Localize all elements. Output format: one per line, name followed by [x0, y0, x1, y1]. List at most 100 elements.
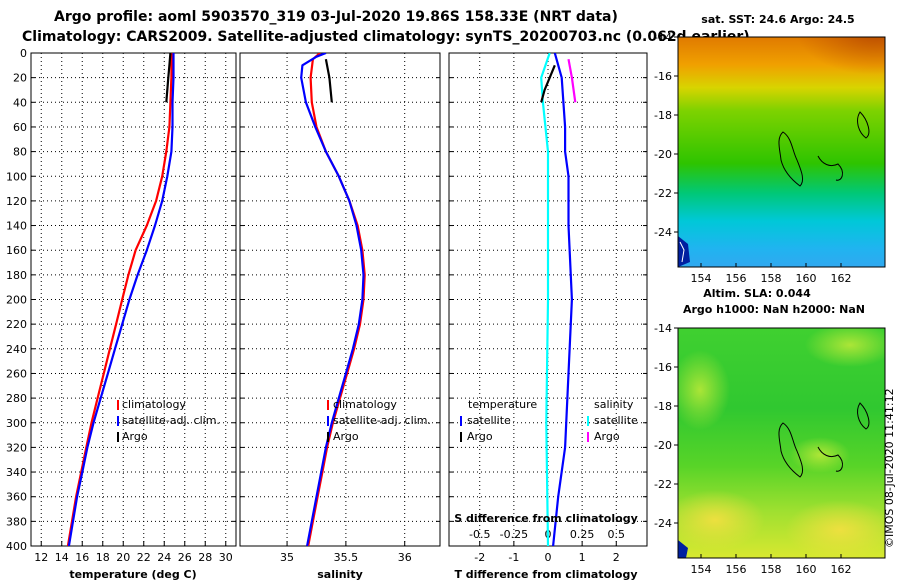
map-y-tick-label: -14 [654, 31, 672, 44]
x-tick-label: 14 [55, 551, 69, 564]
series-line-salinity-argo [567, 59, 577, 103]
map-x-tick-label: 156 [726, 563, 747, 576]
y-tick-label: 400 [6, 540, 27, 553]
x-tick-label: 12 [34, 551, 48, 564]
y-tick-label: 260 [6, 367, 27, 380]
map-y-tick-label: -24 [654, 517, 672, 530]
salinity-legend: climatology satellite-adj. clim. Argo [327, 398, 431, 443]
sst-island-contour [857, 111, 870, 139]
x-tick-label: 28 [198, 551, 212, 564]
top-x-tick-label: 0.5 [608, 528, 626, 541]
y-tick-label: 40 [13, 96, 27, 109]
series-group [300, 53, 366, 546]
legend-label-satellite: satellite-adj. clim. [333, 414, 431, 427]
title-line-1: Argo profile: aoml 5903570_319 03-Jul-20… [54, 9, 618, 25]
difference-panel: -2 -1 0 1 2-0.5 -0.25 0 0.25 0.5 [449, 52, 647, 564]
x-tick-label: 1 [579, 551, 586, 564]
x-tick-label: 30 [219, 551, 233, 564]
x-tick-label: 2 [613, 551, 620, 564]
map-y-tick-label: -22 [654, 478, 672, 491]
legend-title-salinity: salinity [594, 398, 634, 411]
y-tick-label: 200 [6, 294, 27, 307]
x-tick-label: -2 [474, 551, 485, 564]
map-y-tick-label: -22 [654, 187, 672, 200]
legend-swatch-climatology [117, 400, 119, 410]
title-line-2: Climatology: CARS2009. Satellite-adjuste… [22, 29, 750, 45]
y-tick-label: 160 [6, 244, 27, 257]
x-tick-label: 24 [157, 551, 171, 564]
sla-map-title-1: Altim. SLA: 0.044 [703, 287, 811, 300]
s-difference-top-label: S difference from climatology [454, 512, 638, 525]
sla-yellow-patch [785, 500, 885, 558]
series-group [66, 53, 175, 546]
y-tick-label: 60 [13, 121, 27, 134]
legend-swatch-argo [327, 432, 329, 442]
difference-xlabel: T difference from climatology [454, 568, 637, 580]
series-group [540, 53, 577, 546]
salinity-panel: 35 35.5 36 [240, 52, 440, 564]
sst-map [678, 37, 885, 267]
sla-high-patch [790, 437, 850, 473]
y-tick-label: 240 [6, 343, 27, 356]
map-y-tick-label: -20 [654, 148, 672, 161]
sla-yellow-patch [678, 490, 765, 550]
series-line-argo [324, 58, 333, 103]
x-tick-label: -1 [508, 551, 519, 564]
series-line-satellite-adj-clim- [67, 53, 175, 546]
series-line-climatology [307, 53, 366, 546]
salinity-xlabel: salinity [317, 568, 363, 580]
map-x-tick-label: 158 [761, 563, 782, 576]
sst-reef-contour [817, 155, 843, 181]
x-tick-label: 18 [96, 551, 110, 564]
legend-title-temperature: temperature [468, 398, 537, 411]
y-tick-label: 220 [6, 318, 27, 331]
x-tick-label: 35.5 [334, 551, 359, 564]
temperature-xlabel: temperature (deg C) [69, 568, 196, 580]
sst-map-frame [677, 36, 886, 268]
difference-legend: temperature satellite Argo salinity sate… [460, 398, 638, 443]
y-tick-label: 180 [6, 269, 27, 282]
y-tick-label: 140 [6, 220, 27, 233]
y-tick-label: 80 [13, 146, 27, 159]
map-y-tick-label: -24 [654, 226, 672, 239]
map-y-tick-label: -16 [654, 70, 672, 83]
sla-map-axes: 154 156 158 160 162 -14 -16 -18 -20 -22 -24 [654, 322, 851, 576]
sst-coast-line [679, 241, 685, 263]
y-tick-label: 300 [6, 417, 27, 430]
sla-coast-patch [678, 540, 688, 558]
series-line-temperature-satellite [552, 53, 574, 546]
map-x-tick-label: 160 [796, 563, 817, 576]
sla-map [678, 328, 885, 558]
sst-map-axes: 154 156 158 160 162 -14 -16 -18 -20 -22 -24 [654, 31, 851, 285]
sla-island-contour [778, 422, 803, 478]
series-line-temperature-argo [540, 64, 556, 103]
sla-high-patch [805, 328, 885, 367]
x-tick-label: 20 [116, 551, 130, 564]
legend-swatch-climatology [327, 400, 329, 410]
sla-island-contour [857, 402, 870, 430]
top-x-tick-label: 0.25 [570, 528, 595, 541]
sla-high-patch [678, 350, 730, 430]
legend-swatch-s-satellite [587, 416, 589, 426]
sla-reef-contour [817, 446, 843, 472]
y-tick-label: 0 [20, 47, 27, 60]
sla-map-frame [677, 327, 886, 559]
legend-label-climatology: climatology [333, 398, 397, 411]
x-tick-label: 22 [137, 551, 151, 564]
series-line-satellite-adj-clim- [300, 53, 365, 546]
y-tick-label: 20 [13, 72, 27, 85]
map-y-tick-label: -20 [654, 439, 672, 452]
x-tick-label: 0 [545, 551, 552, 564]
map-y-tick-label: -16 [654, 361, 672, 374]
top-x-tick-label: -0.5 [469, 528, 490, 541]
legend-swatch-t-argo [460, 432, 462, 442]
legend-label-satellite: satellite-adj. clim. [122, 414, 220, 427]
temperature-legend: climatology satellite-adj. clim. Argo [117, 398, 220, 443]
map-x-tick-label: 162 [831, 272, 852, 285]
legend-label-climatology: climatology [122, 398, 186, 411]
sst-map-title: sat. SST: 24.6 Argo: 24.5 [701, 13, 854, 26]
x-tick-label: 35 [280, 551, 294, 564]
legend-swatch-argo [117, 432, 119, 442]
